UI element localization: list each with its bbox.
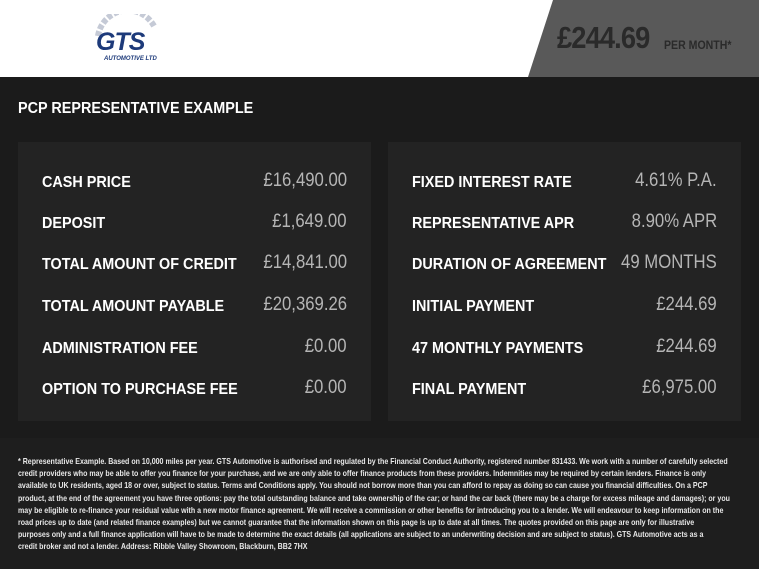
disclaimer-line: product, at the end of the agreement you… <box>18 492 730 503</box>
svg-text:GTS: GTS <box>96 28 146 56</box>
finance-row: TOTAL AMOUNT OF CREDIT £14,841.00 <box>42 252 347 278</box>
disclaimer-line: credit providers who may be able to offe… <box>18 468 707 479</box>
row-value: £16,490.00 <box>263 170 347 191</box>
per-month-label: PER MONTH* <box>664 38 732 52</box>
right-panel: FIXED INTEREST RATE 4.61% P.A. REPRESENTAT… <box>388 142 741 421</box>
svg-text:AUTOMOTIVE LTD: AUTOMOTIVE LTD <box>103 56 157 62</box>
disclaimer-line: may be eligible to re-finance your resid… <box>18 504 724 515</box>
page-title: PCP REPRESENTATIVE EXAMPLE <box>18 100 254 117</box>
finance-row: FINAL PAYMENT £6,975.00 <box>412 377 717 403</box>
row-label: TOTAL AMOUNT OF CREDIT <box>42 256 237 273</box>
finance-row: OPTION TO PURCHASE FEE £0.00 <box>42 377 347 403</box>
row-value: £244.69 <box>656 294 717 315</box>
row-label: FIXED INTEREST RATE <box>412 174 572 191</box>
row-label: TOTAL AMOUNT PAYABLE <box>42 298 225 315</box>
disclaimer-line: credit broker and not a lender. Address:… <box>18 541 308 552</box>
row-value: 4.61% P.A. <box>635 170 717 191</box>
row-label: INITIAL PAYMENT <box>412 298 535 315</box>
row-label: FINAL PAYMENT <box>412 381 527 398</box>
monthly-price: £244.69 <box>557 20 650 55</box>
row-value: 49 MONTHS <box>621 252 717 273</box>
row-label: 47 MONTHLY PAYMENTS <box>412 340 584 357</box>
finance-row: REPRESENTATIVE APR 8.90% APR <box>412 211 717 237</box>
row-value: 8.90% APR <box>631 211 717 232</box>
disclaimer-line: available to UK residents, aged 18 or ov… <box>18 480 708 491</box>
finance-row: FIXED INTEREST RATE 4.61% P.A. <box>412 170 717 196</box>
disclaimer-line: road prices up to date (and related fina… <box>18 517 695 527</box>
finance-row: DEPOSIT £1,649.00 <box>42 211 347 237</box>
row-label: DURATION OF AGREEMENT <box>412 256 607 273</box>
finance-row: CASH PRICE £16,490.00 <box>42 170 347 196</box>
row-value: £1,649.00 <box>272 211 347 232</box>
disclaimer-line: * Representative Example. Based on 10,00… <box>18 456 728 466</box>
row-value: £0.00 <box>305 377 347 398</box>
row-label: CASH PRICE <box>42 174 131 191</box>
left-panel: CASH PRICE £16,490.00 DEPOSIT £1,649.00 TOTA… <box>18 142 371 421</box>
monthly-price-box <box>528 0 759 77</box>
row-value: £6,975.00 <box>642 377 717 398</box>
row-value: £0.00 <box>305 336 347 357</box>
finance-row: DURATION OF AGREEMENT 49 MONTHS <box>412 252 717 278</box>
finance-row: ADMINISTRATION FEE £0.00 <box>42 336 347 362</box>
row-label: DEPOSIT <box>42 215 106 232</box>
finance-row: INITIAL PAYMENT £244.69 <box>412 294 717 320</box>
row-label: OPTION TO PURCHASE FEE <box>42 381 238 398</box>
disclaimer: * Representative Example. Based on 10,00… <box>0 438 759 569</box>
row-label: REPRESENTATIVE APR <box>412 215 575 232</box>
finance-row: TOTAL AMOUNT PAYABLE £20,369.26 <box>42 294 347 320</box>
gts-logo[interactable]: GTS AUTOMOTIVE LTD <box>92 7 162 69</box>
row-value: £20,369.26 <box>263 294 347 315</box>
row-value: £244.69 <box>656 336 717 357</box>
row-value: £14,841.00 <box>263 252 347 273</box>
disclaimer-line: purposes only and a full finance applica… <box>18 529 704 540</box>
finance-row: 47 MONTHLY PAYMENTS £244.69 <box>412 336 717 362</box>
row-label: ADMINISTRATION FEE <box>42 340 198 357</box>
